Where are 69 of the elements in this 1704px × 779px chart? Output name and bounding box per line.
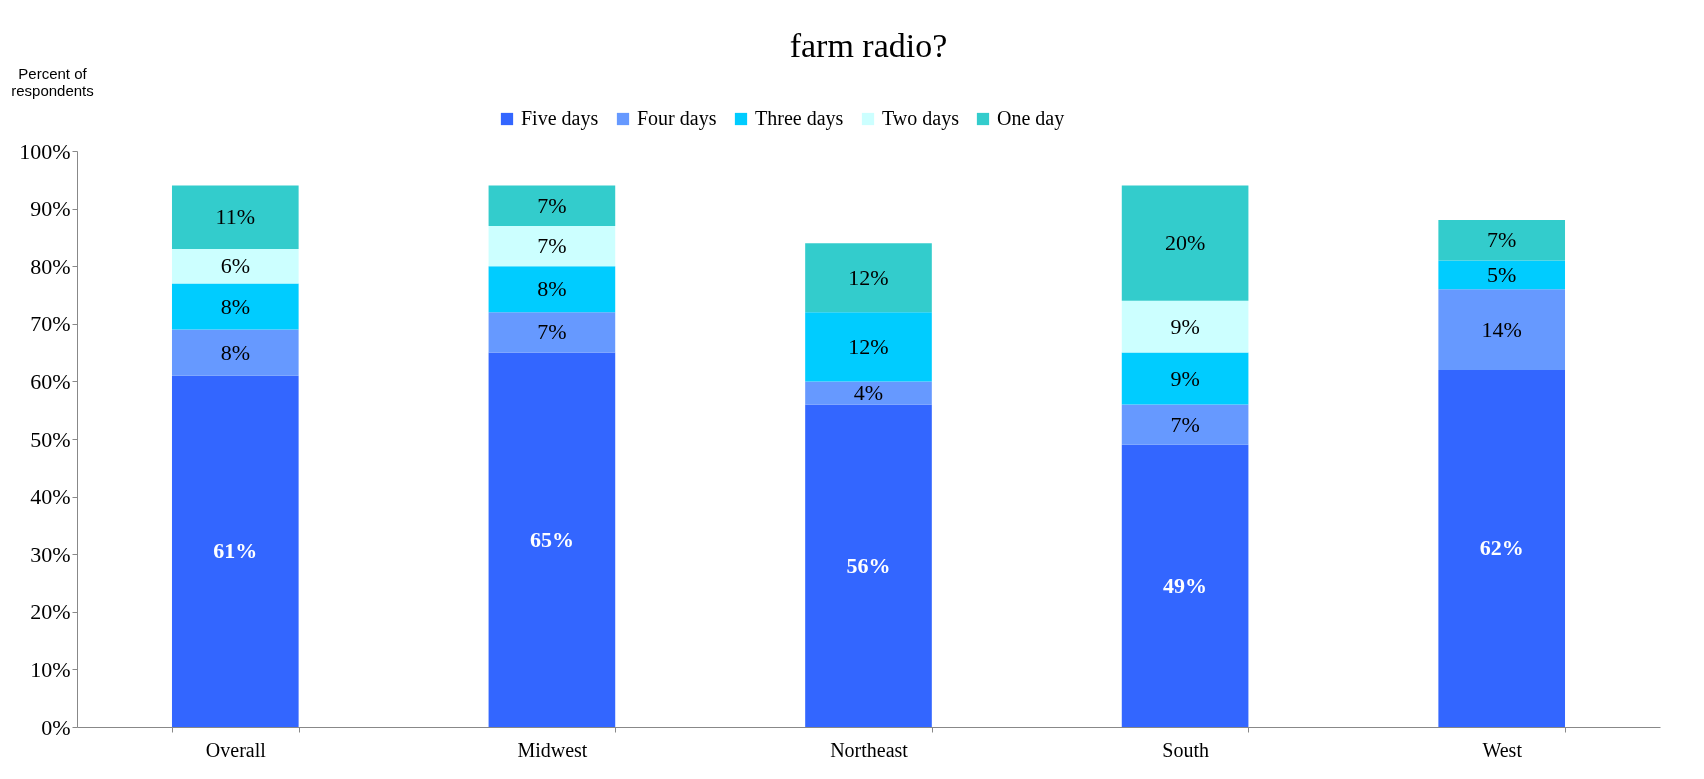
x-tick-label: Midwest: [517, 738, 588, 761]
y-tick-label: 60%: [30, 368, 71, 394]
data-label: 6%: [220, 253, 250, 279]
y-tick-label: 20%: [30, 599, 71, 625]
y-tick-label: 90%: [30, 196, 71, 222]
y-tick-label: 30%: [30, 541, 71, 567]
data-label: 49%: [1163, 572, 1208, 598]
x-tick-label: South: [1162, 738, 1209, 761]
legend-label: Five days: [521, 107, 599, 130]
y-tick-label: 0%: [41, 714, 71, 740]
data-label: 5%: [1487, 261, 1517, 287]
data-label: 9%: [1170, 365, 1200, 391]
bar: [805, 404, 932, 727]
data-label: 7%: [537, 319, 567, 345]
data-label: 8%: [220, 293, 250, 319]
bar: [488, 266, 616, 313]
data-label: 4%: [853, 379, 884, 405]
data-label: 12%: [848, 333, 889, 359]
bar: [1121, 352, 1249, 405]
data-label: 9%: [1170, 313, 1200, 339]
bar: [1438, 369, 1566, 727]
data-label: 14%: [1481, 316, 1522, 342]
y-tick-label: 50%: [30, 426, 71, 452]
x-tick-label: Overall: [205, 738, 267, 761]
bar: [1438, 220, 1566, 261]
legend-label: Two days: [882, 107, 960, 130]
bar: [805, 243, 932, 313]
chart-title: farm radio?: [789, 27, 948, 64]
data-label: 7%: [1170, 411, 1200, 437]
bar: [1121, 300, 1249, 353]
bar: [488, 225, 616, 267]
bar: [488, 185, 616, 226]
data-label: 7%: [537, 233, 567, 259]
bar: [488, 352, 616, 727]
bar: [171, 283, 299, 330]
data-label: 12%: [848, 264, 889, 290]
data-label: 56%: [846, 552, 891, 578]
bar: [1438, 289, 1566, 370]
x-tick-label: West: [1482, 738, 1523, 761]
y-tick-label: 100%: [19, 138, 71, 164]
y-tick-label: 70%: [30, 311, 71, 337]
data-label: 65%: [529, 526, 574, 552]
y-tick-label: 80%: [30, 253, 71, 279]
y-tick-label: 40%: [30, 484, 71, 510]
data-label: 8%: [220, 339, 250, 365]
bar: [1438, 260, 1566, 290]
data-label: 61%: [213, 538, 258, 564]
bar: [171, 329, 299, 376]
data-label: 7%: [537, 192, 567, 218]
data-label: 7%: [1487, 227, 1517, 253]
bar: [1121, 444, 1249, 727]
legend-label: Four days: [637, 107, 717, 130]
x-tick-label: Northeast: [830, 738, 909, 761]
legend-label: Three days: [755, 107, 844, 130]
data-label: 8%: [537, 276, 567, 302]
bar: [805, 381, 932, 405]
bar: [171, 375, 299, 727]
bar: [171, 185, 299, 249]
bar: [805, 312, 932, 382]
bar: [488, 312, 616, 353]
bar: [171, 248, 299, 284]
bar: [1121, 185, 1249, 301]
data-label: 62%: [1479, 535, 1524, 561]
bar: [1121, 404, 1249, 445]
y-axis-title: Percent of respondents: [11, 64, 94, 99]
legend-label: One day: [997, 107, 1065, 130]
y-tick-label: 10%: [30, 656, 71, 682]
data-label: 11%: [215, 204, 256, 230]
data-label: 20%: [1164, 230, 1206, 256]
